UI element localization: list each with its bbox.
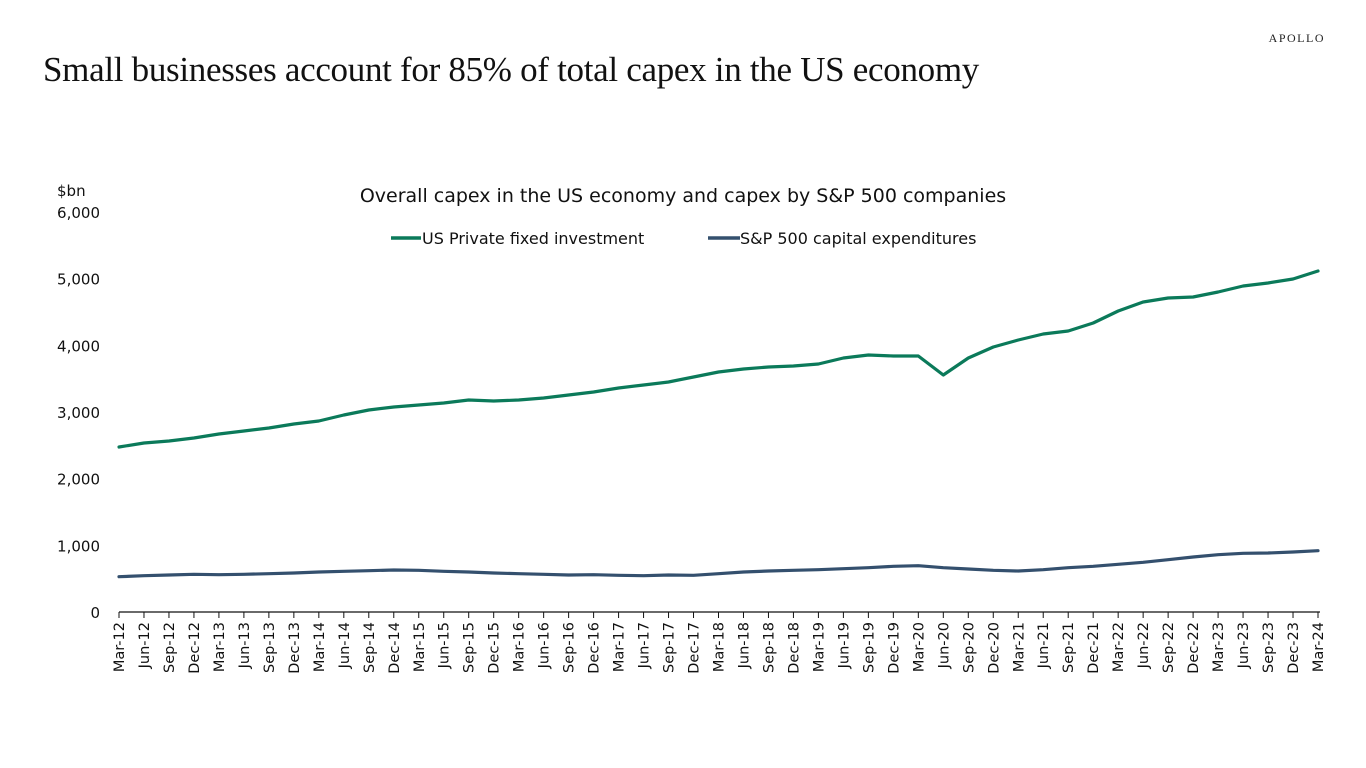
x-tick-label: Jun-16	[537, 622, 553, 669]
x-tick-label: Mar-18	[712, 622, 728, 672]
x-tick-label: Dec-23	[1286, 622, 1302, 674]
x-tick-label: Mar-13	[212, 622, 228, 672]
x-tick-label: Dec-20	[986, 622, 1002, 674]
series-lines	[117, 269, 1320, 579]
page-headline: Small businesses account for 85% of tota…	[43, 50, 979, 89]
x-tick-label: Sep-23	[1261, 622, 1277, 673]
x-tick-label: Mar-15	[412, 622, 428, 672]
x-tick-label: Jun-22	[1136, 622, 1152, 669]
x-tick-label: Mar-24	[1311, 622, 1327, 672]
y-axis-unit-label: $bn	[57, 182, 86, 200]
x-tick-label: Sep-15	[462, 622, 478, 673]
x-tick-label: Mar-20	[911, 622, 927, 672]
x-tick-label: Jun-23	[1236, 622, 1252, 669]
series-line-sp500-capex	[117, 549, 1320, 579]
x-tick-label: Dec-12	[187, 622, 203, 674]
x-tick-label: Sep-13	[262, 622, 278, 673]
x-tick-label: Dec-19	[886, 622, 902, 674]
x-tick-label: Sep-20	[961, 622, 977, 673]
x-tick-label: Dec-18	[786, 622, 802, 674]
x-tick-label: Mar-14	[312, 622, 328, 672]
x-tick-label: Jun-21	[1036, 622, 1052, 669]
x-tick-label: Sep-18	[761, 622, 777, 673]
apollo-logo: APOLLO	[1268, 31, 1325, 45]
x-tick-label: Mar-22	[1111, 622, 1127, 672]
x-tick-label: Jun-12	[137, 622, 153, 669]
y-axis: 0 1,000 2,000 3,000 4,000 5,000 6,000	[57, 204, 100, 622]
x-tick-label: Jun-19	[836, 622, 852, 669]
x-tick-label: Mar-21	[1011, 622, 1027, 672]
x-tick-label: Mar-17	[612, 622, 628, 672]
x-tick-label: Dec-16	[587, 622, 603, 674]
x-tick-label: Dec-14	[387, 622, 403, 674]
x-tick-label: Dec-22	[1186, 622, 1202, 674]
x-tick-label: Jun-14	[337, 622, 353, 669]
x-tick-label: Dec-15	[487, 622, 503, 674]
x-tick-label: Jun-15	[437, 622, 453, 669]
y-tick-label: 0	[90, 604, 100, 622]
legend-label-us-private-fixed-investment: US Private fixed investment	[422, 229, 644, 248]
x-tick-label: Sep-12	[162, 622, 178, 673]
x-tick-label: Mar-23	[1211, 622, 1227, 672]
series-line-us-private-fixed-investment	[117, 269, 1320, 449]
x-tick-label: Jun-20	[936, 622, 952, 669]
x-tick-label: Jun-18	[736, 622, 752, 669]
x-tick-label: Mar-12	[112, 622, 128, 672]
x-tick-label: Jun-13	[237, 622, 253, 669]
y-tick-label: 2,000	[57, 471, 100, 489]
y-tick-label: 5,000	[57, 271, 100, 289]
x-tick-label: Sep-17	[662, 622, 678, 673]
y-tick-label: 6,000	[57, 204, 100, 222]
legend: US Private fixed investment S&P 500 capi…	[391, 229, 976, 248]
x-tick-label: Sep-22	[1161, 622, 1177, 673]
x-tick-label: Dec-17	[687, 622, 703, 674]
chart-title: Overall capex in the US economy and cape…	[360, 185, 1006, 207]
y-tick-label: 1,000	[57, 537, 100, 555]
x-tick-label: Mar-19	[811, 622, 827, 672]
x-tick-label: Sep-14	[362, 622, 378, 673]
y-tick-label: 4,000	[57, 337, 100, 355]
x-tick-label: Sep-19	[861, 622, 877, 673]
y-tick-label: 3,000	[57, 404, 100, 422]
legend-label-sp500-capex: S&P 500 capital expenditures	[740, 229, 976, 248]
x-tick-label: Sep-21	[1061, 622, 1077, 673]
x-tick-label: Dec-13	[287, 622, 303, 674]
x-tick-label: Dec-21	[1086, 622, 1102, 674]
x-tick-label: Mar-16	[512, 622, 528, 672]
x-tick-label: Sep-16	[562, 622, 578, 673]
x-axis: Mar-12 Jun-12 Sep-12 Dec-12 Mar-13 Jun-13 Sep-…	[112, 611, 1327, 674]
x-tick-label: Jun-17	[637, 622, 653, 669]
